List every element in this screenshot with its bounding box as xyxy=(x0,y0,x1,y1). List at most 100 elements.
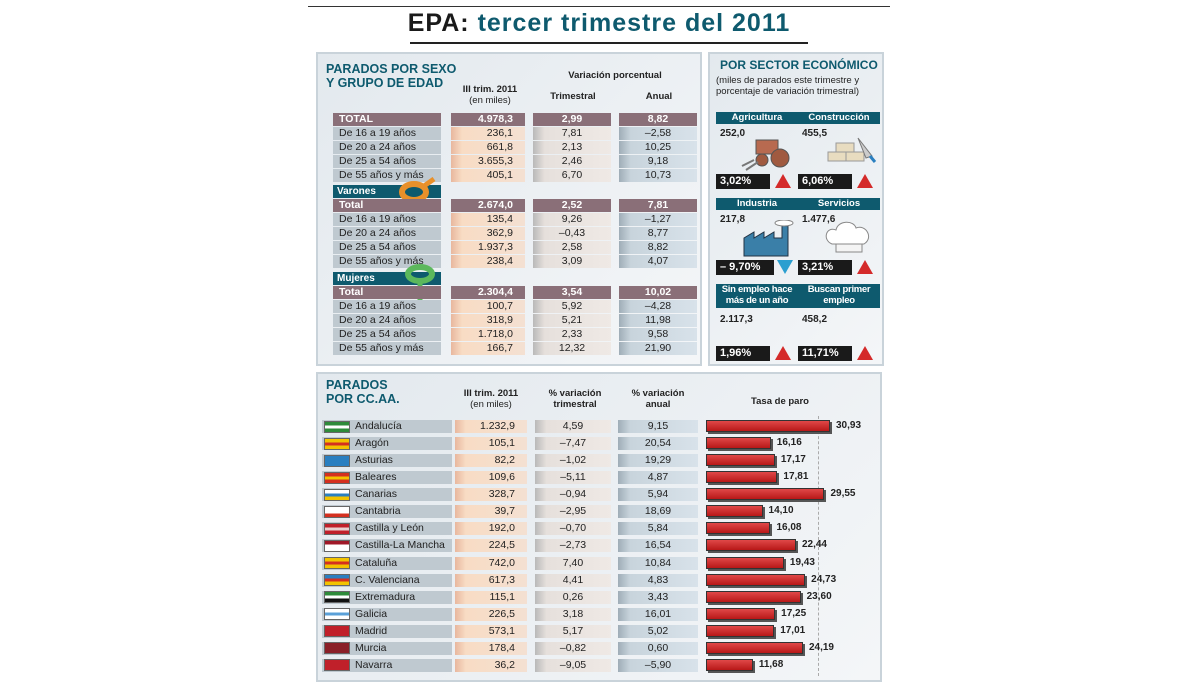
region-label: Baleares xyxy=(322,471,452,485)
ccaa-col-trim: % variación trimestral xyxy=(548,388,602,410)
row-anual: 8,77 xyxy=(619,227,697,240)
sector-value: 455,5 xyxy=(802,128,828,139)
bar-value-label: 11,68 xyxy=(758,658,784,670)
title-underline xyxy=(410,42,808,44)
ccaa-col-anual: % variación anual xyxy=(631,388,685,410)
region-anual: 4,87 xyxy=(618,471,698,485)
row-trim: 3,09 xyxy=(533,255,611,268)
row-label: De 20 a 24 años xyxy=(333,141,441,154)
region-value: 109,6 xyxy=(455,471,527,485)
region-value: 224,5 xyxy=(455,539,527,553)
row-value: 318,9 xyxy=(451,314,525,327)
region-trim: –9,05 xyxy=(535,658,611,672)
row-trim: 3,54 xyxy=(533,286,611,299)
row-trim: 2,99 xyxy=(533,113,611,126)
region-value: 178,4 xyxy=(455,641,527,655)
region-value: 226,5 xyxy=(455,607,527,621)
row-value: 1.718,0 xyxy=(451,328,525,341)
flag-icon xyxy=(324,574,350,587)
region-label: Extremadura xyxy=(322,590,452,604)
title-rest: tercer trimestre del 2011 xyxy=(477,9,791,37)
row-label: De 20 a 24 años xyxy=(333,314,441,327)
sector-pct: – 9,70% xyxy=(716,260,774,275)
region-label: Aragón xyxy=(322,437,452,451)
bar-value-label: 17,81 xyxy=(783,471,809,483)
row-label: De 55 años y más xyxy=(333,255,441,268)
bar-value-label: 24,19 xyxy=(808,641,834,653)
region-value: 82,2 xyxy=(455,454,527,468)
chef-hat-icon xyxy=(822,220,877,258)
region-trim: –0,94 xyxy=(535,488,611,502)
row-anual: 8,82 xyxy=(619,113,697,126)
region-label: Navarra xyxy=(322,658,452,672)
region-value: 105,1 xyxy=(455,437,527,451)
row-trim: 2,33 xyxy=(533,328,611,341)
flag-icon xyxy=(324,522,350,535)
row-anual: 9,58 xyxy=(619,328,697,341)
bar-c-valenciana xyxy=(706,573,806,586)
region-trim: –0,70 xyxy=(535,522,611,536)
region-anual: 5,94 xyxy=(618,488,698,502)
top-rule xyxy=(308,6,890,7)
bar-navarra xyxy=(706,658,753,671)
flag-icon xyxy=(324,488,350,501)
region-trim: 0,26 xyxy=(535,590,611,604)
bar-andaluc-a xyxy=(706,420,830,432)
row-anual: 7,81 xyxy=(619,199,697,212)
bar-murcia xyxy=(706,641,803,654)
row-anual: 10,73 xyxy=(619,169,697,182)
region-label: Cataluña xyxy=(322,556,452,570)
bar-catalu-a xyxy=(706,556,784,569)
region-anual: 5,02 xyxy=(618,624,698,638)
bar-value-label: 22,44 xyxy=(801,539,827,551)
bar-value-label: 17,01 xyxy=(780,624,806,636)
sector-value: 217,8 xyxy=(720,214,746,225)
region-label: Castilla y León xyxy=(322,522,452,536)
row-value: 2.674,0 xyxy=(451,199,525,212)
row-label: De 25 a 54 años xyxy=(333,328,441,341)
region-anual: –5,90 xyxy=(618,658,698,672)
row-value: 3.655,3 xyxy=(451,155,525,168)
row-value: 4.978,3 xyxy=(451,113,525,126)
sector-value: 1.477,6 xyxy=(802,214,836,225)
region-label: Murcia xyxy=(322,641,452,655)
region-anual: 3,43 xyxy=(618,590,698,604)
row-label: De 16 a 19 años xyxy=(333,213,441,226)
region-value: 573,1 xyxy=(455,624,527,638)
sector-value: 2.117,3 xyxy=(720,314,753,325)
region-label: Galicia xyxy=(322,607,452,621)
row-value: 135,4 xyxy=(451,213,525,226)
title-prefix: EPA: xyxy=(407,9,470,37)
row-label: TOTAL xyxy=(333,113,441,126)
row-label: De 16 a 19 años xyxy=(333,300,441,313)
sexo-col-var: Variación porcentual xyxy=(568,70,662,81)
region-trim: 4,41 xyxy=(535,573,611,587)
flag-icon xyxy=(324,437,350,450)
triangle-up-icon xyxy=(857,346,873,360)
flag-icon xyxy=(324,557,350,570)
bar-madrid xyxy=(706,624,775,637)
sector-pct: 3,02% xyxy=(716,174,770,189)
flag-icon xyxy=(324,608,350,621)
row-trim: 5,21 xyxy=(533,314,611,327)
flag-icon xyxy=(324,659,350,672)
region-anual: 16,01 xyxy=(618,607,698,621)
bar-value-label: 23,60 xyxy=(806,590,832,602)
region-label: Canarias xyxy=(322,488,452,502)
row-label: De 55 años y más xyxy=(333,342,441,355)
sector-value: 252,0 xyxy=(720,128,746,139)
region-value: 1.232,9 xyxy=(455,420,527,433)
flag-icon xyxy=(324,642,350,655)
region-anual: 0,60 xyxy=(618,641,698,655)
row-value: 362,9 xyxy=(451,227,525,240)
region-anual: 9,15 xyxy=(618,420,698,433)
row-anual: –4,28 xyxy=(619,300,697,313)
row-trim: 12,32 xyxy=(533,342,611,355)
row-label: De 25 a 54 años xyxy=(333,155,441,168)
bar-castilla-y-le-n xyxy=(706,522,771,535)
sector-header: Sin empleo hace más de un año xyxy=(716,284,798,308)
bar-value-label: 16,16 xyxy=(776,437,802,449)
sector-title: POR SECTOR ECONÓMICO xyxy=(720,58,878,72)
flag-icon xyxy=(324,454,350,467)
region-trim: 5,17 xyxy=(535,624,611,638)
